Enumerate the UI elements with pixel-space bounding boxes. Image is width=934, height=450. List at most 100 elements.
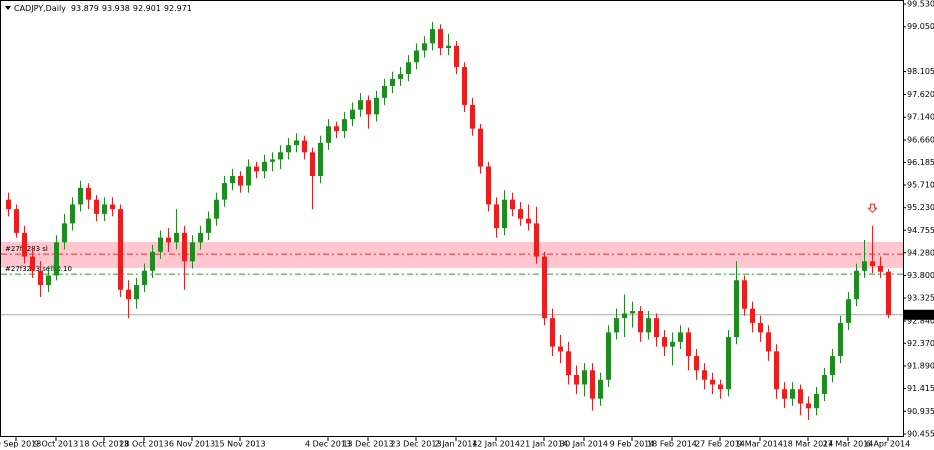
candle-body [206,218,211,233]
candle-body [46,275,51,285]
x-tick-label: 28 Oct 2013 [119,440,168,449]
y-tick-label: 94.280 [907,248,934,257]
candle-body [158,237,163,252]
candle-body [374,97,379,115]
candle-body [406,62,411,75]
candle-body [870,261,875,267]
candle-body [14,209,19,233]
candle-body [550,318,555,347]
candle-body [142,270,147,285]
candle-body [470,104,475,129]
candle-body [518,209,523,219]
x-tick-label: 12 Jan 2014 [472,440,520,449]
candle-body [598,379,603,399]
candle-body [798,389,803,404]
header-value: 92.971 [164,4,192,13]
candle-body [590,370,595,399]
x-tick-label: 27 Mar 2014 [823,440,874,449]
candle-body [438,29,443,49]
candle-body [430,29,435,44]
x-tick-label: 9 Oct 2013 [34,440,78,449]
candle-body [526,218,531,224]
candle-body [94,199,99,214]
candle-body [270,159,275,162]
candle-body [854,270,859,300]
candle-body [214,199,219,219]
candle-body [886,271,891,315]
candle-body [734,280,739,338]
candle-body [782,389,787,399]
y-tick-label: 95.230 [907,203,934,212]
candle-body [350,109,355,120]
candle-body [750,308,755,323]
x-tick-label: 13 Dec 2013 [342,440,393,449]
candle-body [454,45,459,68]
candle-body [670,341,675,347]
candle-body [102,204,107,214]
x-tick-label: 6 Apr 2014 [866,440,910,449]
candle-body [126,289,131,300]
candle-body [62,223,67,243]
candle-body [622,313,627,319]
candle-body [358,100,363,110]
candle-body [510,199,515,210]
header-value: 93.938 [102,4,130,13]
symbol: CADJPY,Daily [14,4,66,13]
candle-body [398,74,403,79]
candle-body [294,140,299,146]
y-tick-label: 93.800 [907,271,934,280]
candle-body [110,204,115,210]
y-tick-label: 92.840 [907,316,934,325]
candle-body [646,318,651,333]
candle-body [726,337,731,390]
y-tick-label: 96.660 [907,135,934,144]
candle-body [846,299,851,323]
candle-body [446,45,451,49]
candle-body [190,242,195,262]
candle-body [286,145,291,153]
candle-body [118,209,123,290]
y-tick-label: 99.530 [907,0,934,9]
candle-body [414,50,419,63]
candle-body [422,43,427,51]
candle-body [230,176,235,184]
candle-body [654,318,659,338]
candle-body [774,351,779,390]
header: CADJPY,Daily 93.879 93.938 92.901 92.971 [14,4,192,13]
x-tick-label: 15 Nov 2013 [214,440,265,449]
order-zone [1,241,903,268]
x-tick-label: 27 Feb 2014 [695,440,745,449]
x-tick-label: 30 Sep 2013 [0,440,41,449]
candle-body [134,284,139,300]
candle-body [814,393,819,409]
candle-body [790,389,795,399]
candle-body [54,242,59,276]
order-label: #27f3283 sell 0.10 [5,265,72,273]
candle-body [542,256,547,319]
x-tick-label: 6 Nov 2013 [169,440,215,449]
x-tick-label: 23 Dec 2013 [390,440,441,449]
candle-body [78,187,83,205]
y-tick-label: 98.105 [907,67,934,76]
x-tick-label: 18 Oct 2013 [79,440,128,449]
candle-body [566,351,571,376]
candle-body [574,375,579,385]
y-tick-label: 91.890 [907,362,934,371]
candle-body [478,128,483,167]
candle-body [822,375,827,394]
candle-body [758,322,763,333]
x-tick-label: 21 Jan 2014 [520,440,568,449]
candle-body [222,183,227,200]
candle-body [686,332,691,357]
price-label-box [904,309,934,320]
y-tick-label: 94.755 [907,226,934,235]
candle-body [70,204,75,224]
candle-body [710,379,715,385]
candle-body [702,370,707,380]
candle-body [606,332,611,380]
candle-body [662,337,667,347]
x-tick-label: 4 Dec 2013 [305,440,351,449]
candle-body [302,140,307,153]
plot-frame [0,0,904,437]
